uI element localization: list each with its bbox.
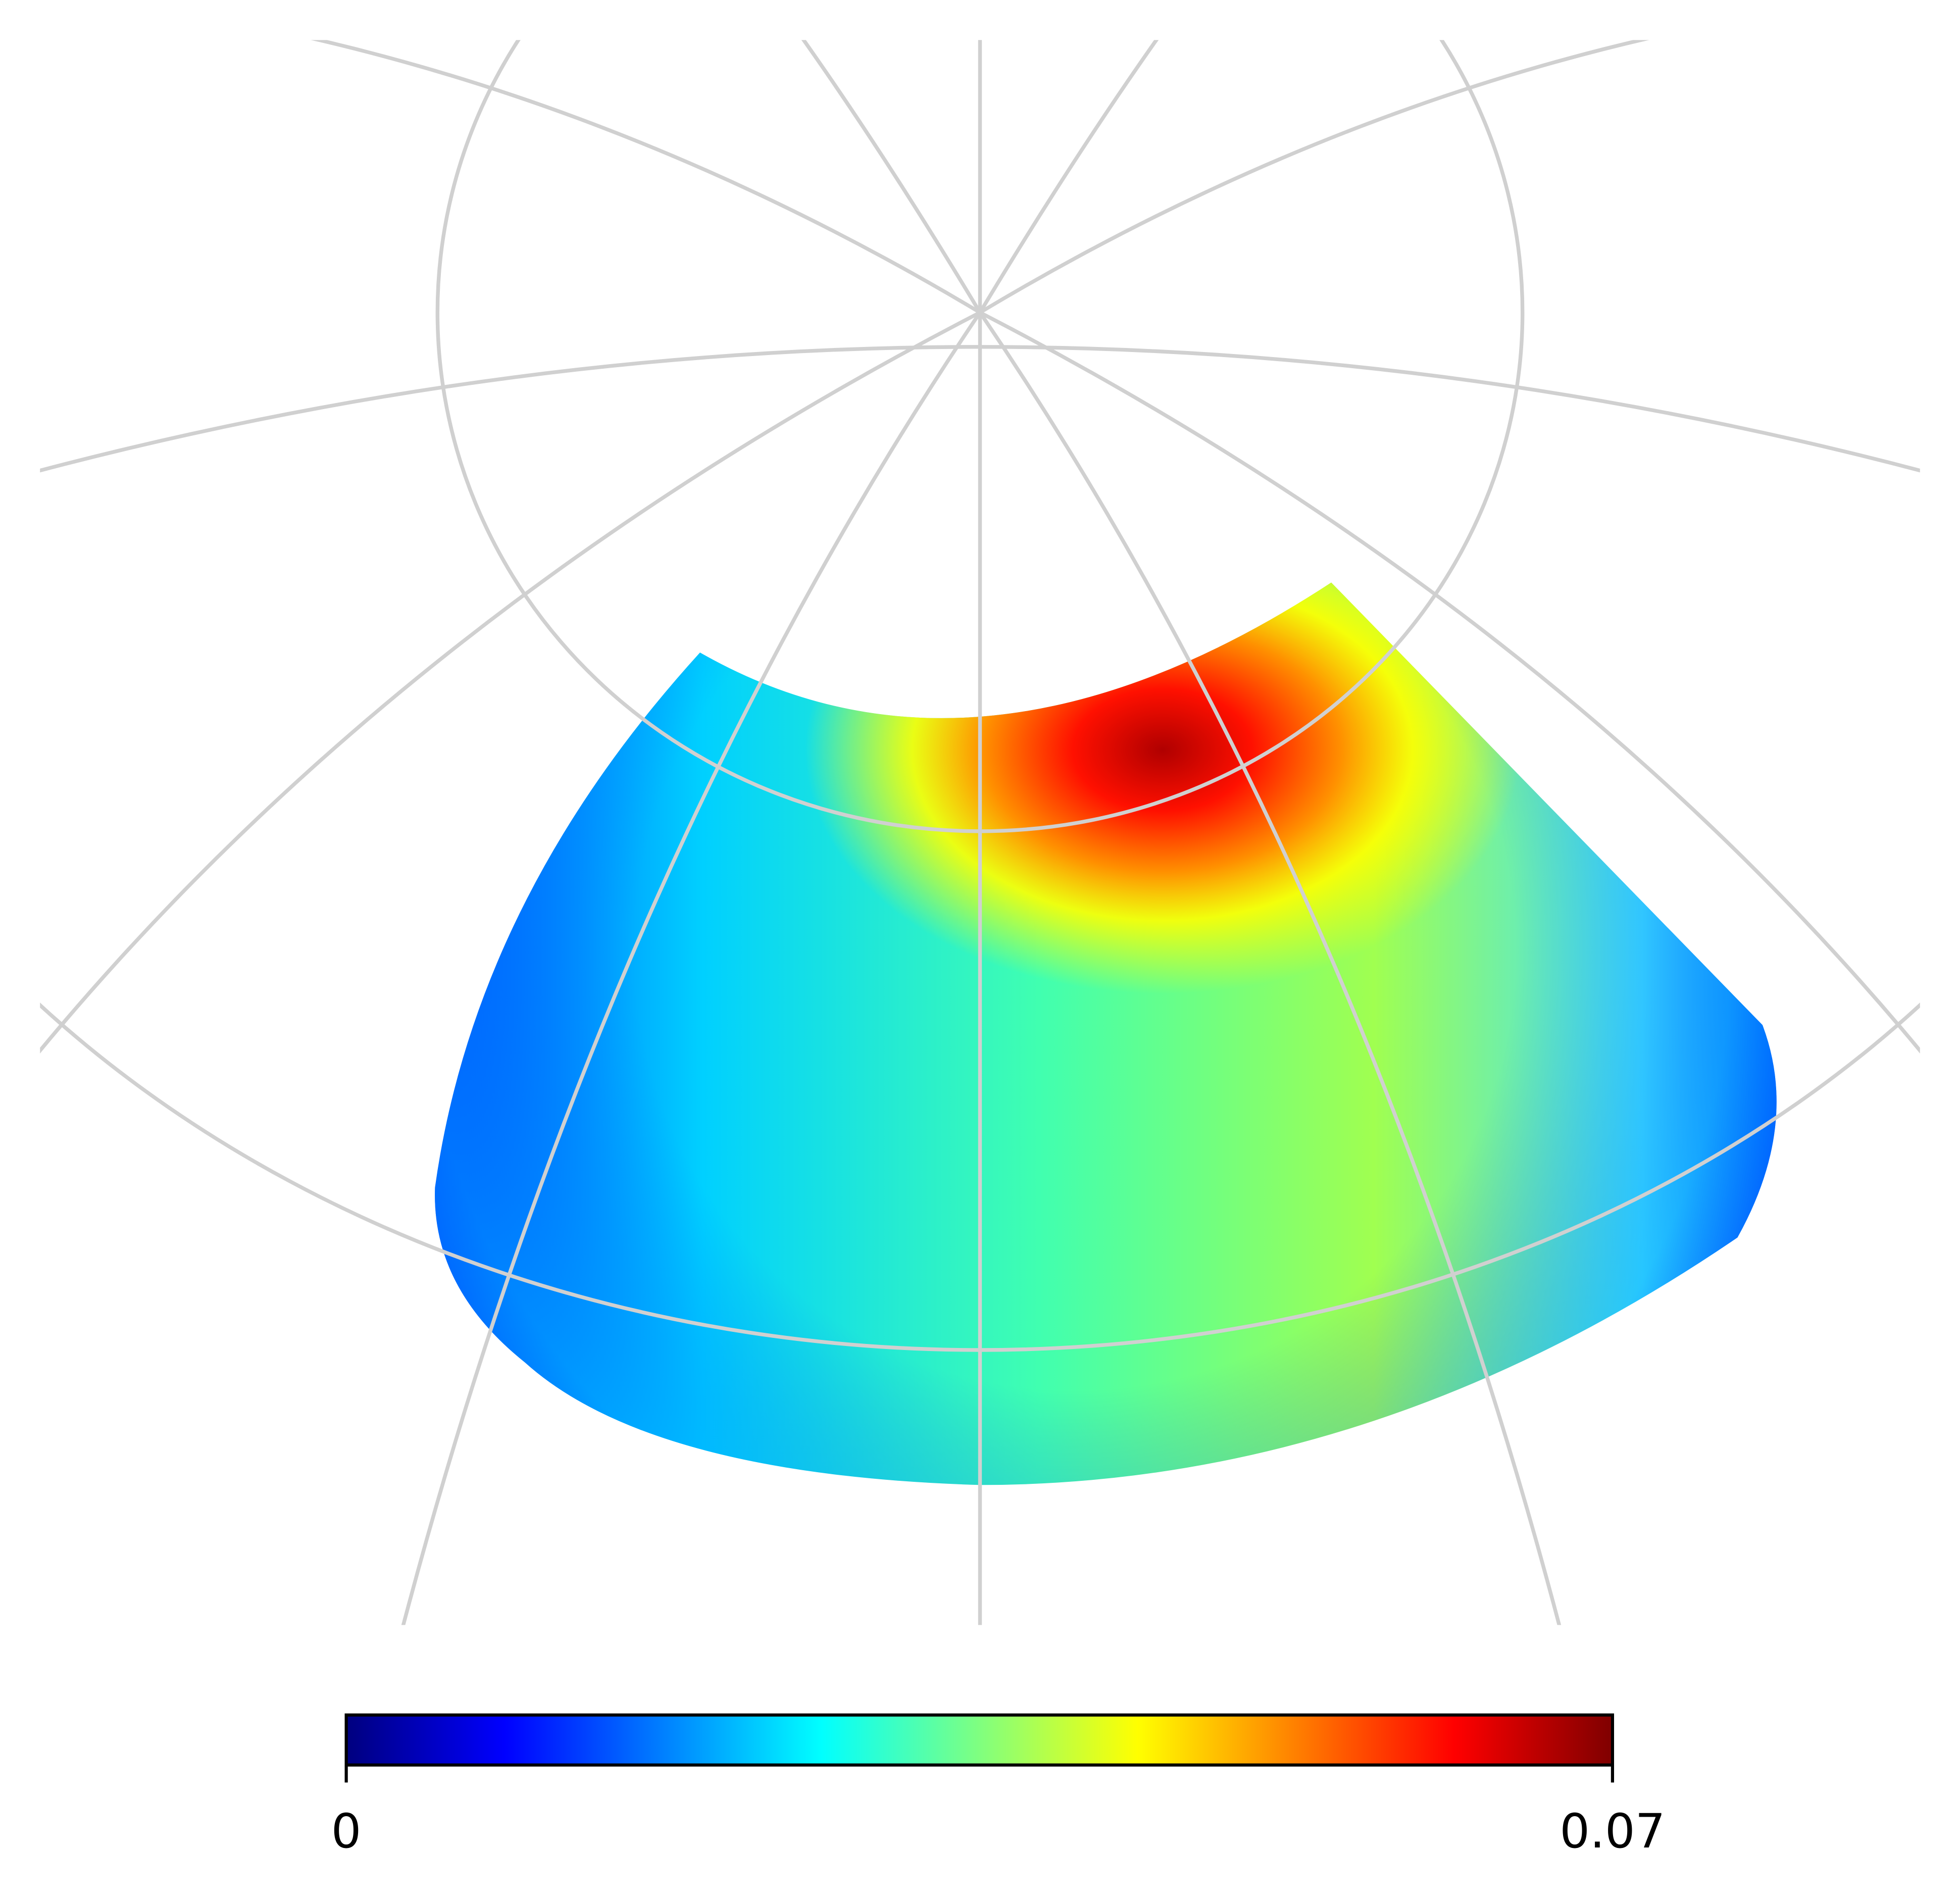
- colorbar-tick-label: 0.07: [1560, 1804, 1665, 1859]
- map-field: [435, 582, 1777, 1485]
- colorbar-scale: [344, 1713, 1615, 1767]
- colorbar-tick-label: 0: [331, 1804, 362, 1859]
- colorbar: [344, 1713, 1615, 1767]
